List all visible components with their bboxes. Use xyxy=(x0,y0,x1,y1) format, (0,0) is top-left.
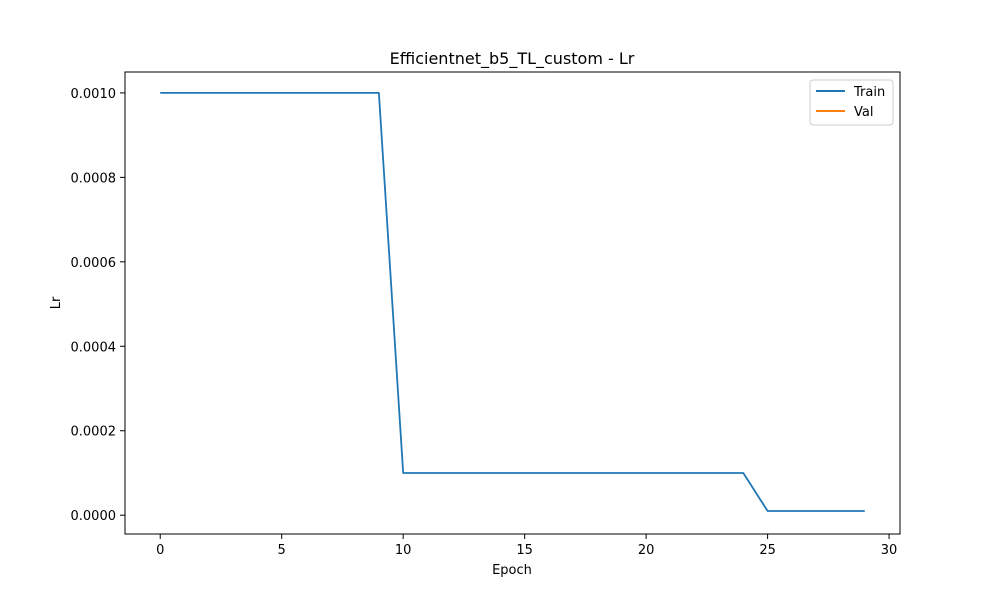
y-tick-label: 0.0010 xyxy=(71,87,117,102)
x-axis: 0 5 10 15 20 25 30 xyxy=(156,534,897,558)
x-tick-label: 15 xyxy=(516,543,533,558)
y-tick-label: 0.0004 xyxy=(71,340,117,355)
legend: Train Val xyxy=(809,79,894,126)
x-tick-label: 30 xyxy=(881,543,898,558)
legend-label-val: Val xyxy=(854,105,873,120)
series-lines xyxy=(160,92,865,512)
x-tick-label: 0 xyxy=(156,543,164,558)
x-tick-label: 5 xyxy=(278,543,286,558)
y-axis-label: Lr xyxy=(49,296,64,309)
chart-title: Efficientnet_b5_TL_custom - Lr xyxy=(390,49,635,69)
y-tick-label: 0.0008 xyxy=(71,171,117,186)
x-tick-label: 25 xyxy=(759,543,776,558)
x-axis-label: Epoch xyxy=(492,563,532,578)
y-axis: 0.0000 0.0002 0.0004 0.0006 0.0008 0.0010 xyxy=(71,87,125,524)
x-tick-label: 10 xyxy=(395,543,412,558)
legend-label-train: Train xyxy=(853,85,885,100)
series-line-train xyxy=(160,92,865,512)
y-tick-label: 0.0002 xyxy=(71,425,117,440)
x-tick-label: 20 xyxy=(638,543,655,558)
y-tick-label: 0.0006 xyxy=(71,256,117,271)
axes-frame xyxy=(124,71,901,535)
plot-area: 0 5 10 15 20 25 30 0.00000.00020.00040.00060.0… xyxy=(71,71,901,558)
y-tick-label: 0.0000 xyxy=(71,509,117,524)
